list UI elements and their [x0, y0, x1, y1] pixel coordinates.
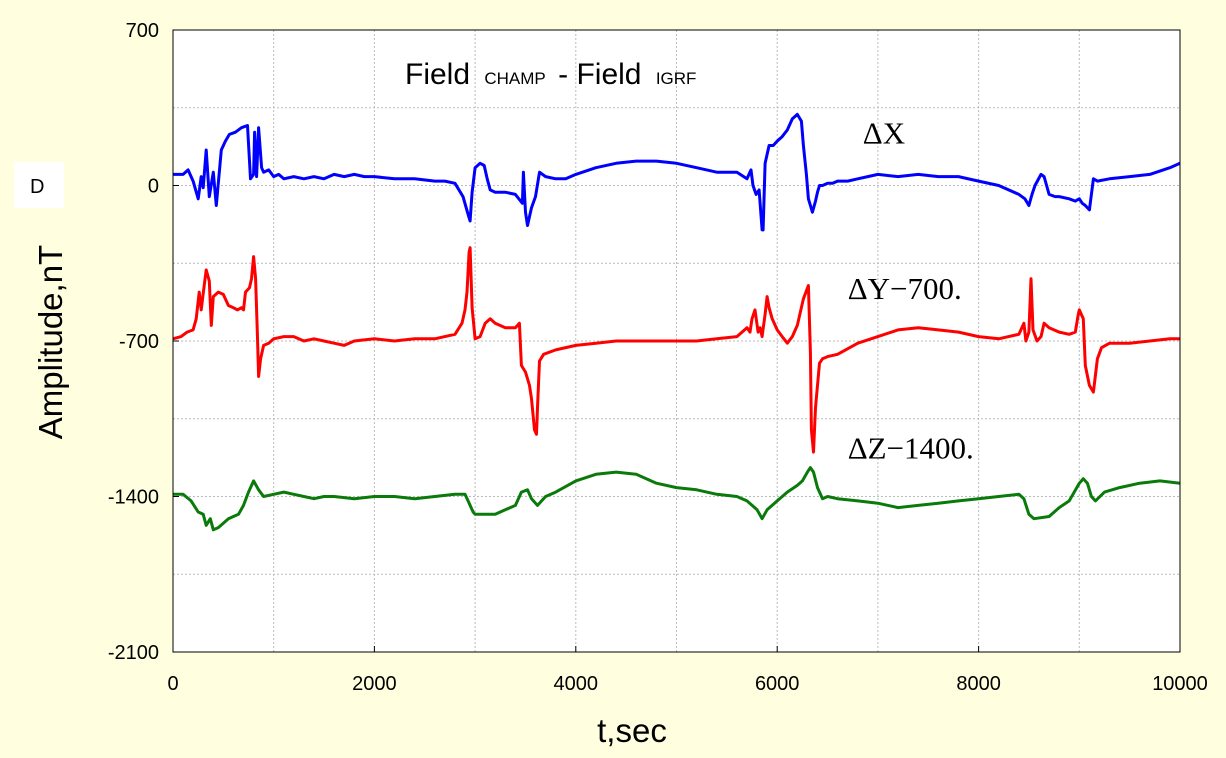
title-part-1: Field	[405, 58, 470, 91]
series-layer: ΔX ΔY−700. ΔZ−1400.	[172, 112, 1181, 532]
x-tick-label: 4000	[554, 673, 599, 695]
series-line-1	[173, 112, 1181, 232]
y-tick-label: 700	[126, 20, 159, 42]
x-axis-title: t,sec	[597, 712, 667, 749]
x-tick-label: 6000	[755, 673, 800, 695]
title-sub-2: IGRF	[656, 69, 697, 88]
title-part-2: - Field	[558, 58, 641, 91]
series-label-2: ΔY−700.	[848, 271, 962, 306]
title-sub-1: CHAMP	[484, 69, 545, 88]
series-line-3	[173, 466, 1181, 532]
x-tick-label: 8000	[956, 673, 1001, 695]
series-line-2	[172, 246, 1180, 454]
x-tick-label: 10000	[1152, 673, 1208, 695]
y-tick-label: 0	[148, 176, 159, 198]
series-label-3: ΔZ−1400.	[848, 431, 974, 466]
axis-ticks: 0 2000 4000 6000 8000 10000 700 0 -700 -1400 -2100	[108, 20, 1208, 695]
series-label-1: ΔX	[863, 115, 905, 150]
y-tick-label: -1400	[108, 487, 159, 509]
x-tick-label: 0	[167, 673, 178, 695]
x-tick-label: 2000	[352, 673, 397, 695]
y-axis-title: Amplitude,nT	[32, 245, 69, 439]
y-tick-label: -2100	[108, 642, 159, 664]
chart-title: Field CHAMP - Field IGRF	[405, 58, 696, 91]
panel-label: D	[30, 176, 44, 198]
y-tick-label: -700	[119, 331, 159, 353]
panel-label-box	[14, 162, 64, 208]
